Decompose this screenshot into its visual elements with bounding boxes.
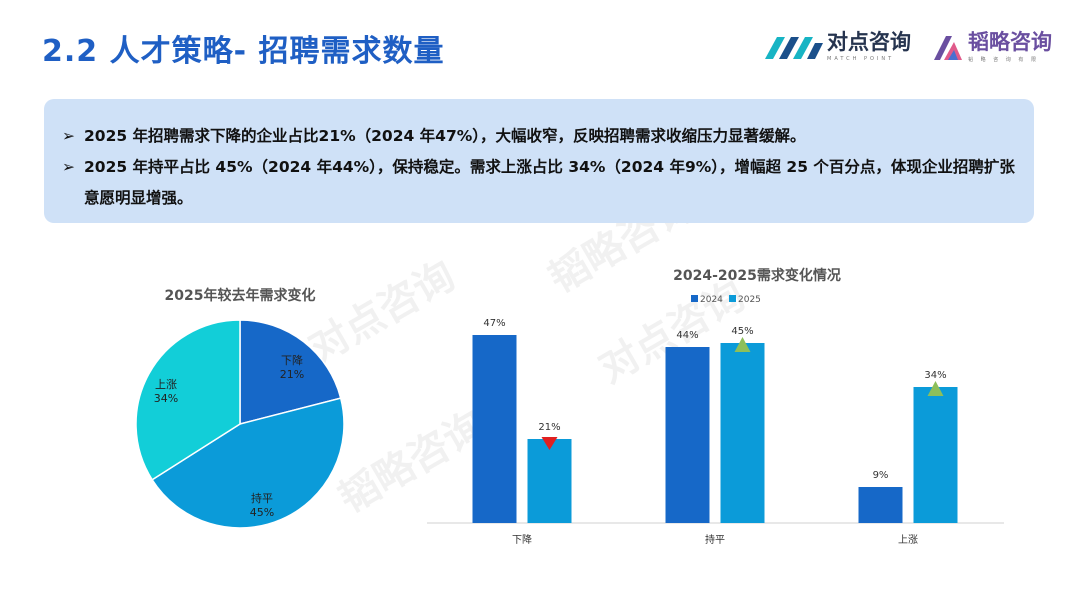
bar-value-label: 47% [483, 318, 505, 329]
legend-swatch-2025 [729, 295, 736, 302]
taolue-logo-icon [934, 35, 962, 60]
legend-swatch-2024 [691, 295, 698, 302]
pie-slice-上涨 [135, 319, 241, 481]
taolue-logo-subtext: 韬 略 咨 询 有 限 [968, 57, 1039, 63]
pie-slice-value: 21% [280, 368, 304, 381]
bullet-arrow-icon: ➢ [62, 127, 75, 145]
summary-bullet-2: ➢ 2025 年持平占比 45%（2024 年44%），保持稳定。需求上涨占比 … [62, 152, 1016, 214]
bar-value-label: 45% [731, 326, 753, 337]
taolue-logo: 韬略咨询 韬 略 咨 询 有 限 [932, 32, 1052, 63]
legend-label-2024: 2024 [700, 295, 723, 305]
summary-box: ➢ 2025 年招聘需求下降的企业占比21%（2024 年47%），大幅收窄，反… [44, 99, 1034, 223]
bar-category-label: 下降 [512, 533, 532, 546]
bar-category-label: 持平 [705, 533, 725, 546]
summary-bullet-text: 2025 年招聘需求下降的企业占比21%（2024 年47%），大幅收窄，反映招… [84, 127, 806, 145]
bar-2024-上涨 [858, 487, 903, 523]
summary-bullet-text: 2025 年持平占比 45%（2024 年44%），保持稳定。需求上涨占比 34… [84, 158, 1015, 207]
pie-slice-value: 34% [154, 392, 178, 405]
bar-2025-上涨 [913, 387, 958, 523]
pie-slice-label: 下降 [281, 353, 303, 367]
bar-2025-持平 [720, 343, 765, 523]
up-triangle-icon [734, 337, 751, 352]
bar-2024-持平 [665, 347, 710, 523]
legend-label-2025: 2025 [738, 295, 761, 305]
match-point-logo-icon [765, 37, 823, 59]
pie-slice-持平 [151, 397, 345, 529]
taolue-logo-text: 韬略咨询 [968, 30, 1052, 54]
pie-chart-title: 2025年较去年需求变化 [165, 287, 316, 304]
pie-slice-下降 [239, 319, 342, 425]
match-point-logo: 对点咨询 MATCH POINT [765, 32, 911, 62]
bar-value-label: 21% [538, 422, 560, 433]
pie-slice-label: 持平 [251, 491, 273, 505]
page-title: 2.2 人才策略- 招聘需求数量 [42, 34, 445, 69]
bar-chart: 47% 21% 下降 44% 45% 持平 9% 34% 上涨 [427, 318, 1004, 546]
up-triangle-icon [927, 381, 944, 396]
bar-2025-下降 [527, 439, 572, 523]
summary-bullet-1: ➢ 2025 年招聘需求下降的企业占比21%（2024 年47%），大幅收窄，反… [62, 121, 1016, 152]
bar-value-label: 44% [676, 330, 698, 341]
match-point-logo-subtext: MATCH POINT [827, 56, 895, 62]
bar-chart-title: 2024-2025需求变化情况 [673, 267, 841, 284]
pie-slice-value: 45% [250, 506, 274, 519]
down-triangle-icon [541, 437, 558, 450]
bar-value-label: 9% [873, 470, 889, 481]
bar-chart-legend: 2024 2025 [691, 295, 761, 305]
match-point-logo-text: 对点咨询 [827, 30, 911, 54]
bullet-arrow-icon: ➢ [62, 158, 75, 176]
bar-category-label: 上涨 [898, 534, 918, 546]
pie-slice-label: 上涨 [155, 378, 177, 391]
bar-value-label: 34% [924, 370, 946, 381]
bar-2024-下降 [472, 335, 517, 523]
